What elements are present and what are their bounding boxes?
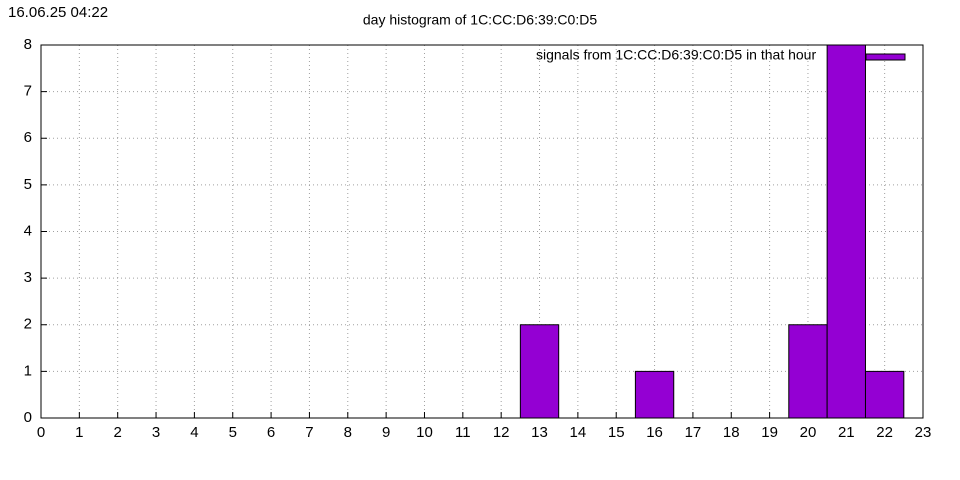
y-tick-label: 6	[24, 129, 32, 146]
bar	[634, 370, 675, 419]
x-tick-label: 2	[114, 424, 122, 441]
x-tick-label: 5	[229, 424, 237, 441]
legend-label: signals from 1C:CC:D6:39:C0:D5 in that h…	[536, 47, 816, 63]
x-tick-label: 16	[646, 424, 663, 441]
x-tick-label: 23	[915, 424, 932, 441]
y-tick-label: 3	[24, 269, 32, 286]
x-tick-label: 6	[267, 424, 275, 441]
x-tick-label: 22	[876, 424, 893, 441]
x-tick-label: 3	[152, 424, 160, 441]
y-tick-label: 8	[24, 36, 32, 53]
x-tick-label: 20	[800, 424, 817, 441]
timestamp: 16.06.25 04:22	[8, 4, 108, 21]
x-tick-label: 10	[416, 424, 433, 441]
y-tick-label: 1	[24, 362, 32, 379]
chart-title: day histogram of 1C:CC:D6:39:C0:D5	[363, 12, 597, 28]
x-tick-label: 1	[75, 424, 83, 441]
bar	[864, 370, 905, 419]
x-tick-label: 9	[382, 424, 390, 441]
legend-swatch	[865, 53, 906, 61]
y-tick-label: 7	[24, 83, 32, 100]
x-tick-label: 12	[493, 424, 510, 441]
y-tick-label: 5	[24, 176, 32, 193]
x-tick-label: 18	[723, 424, 740, 441]
x-tick-label: 11	[455, 424, 471, 441]
x-tick-label: 7	[305, 424, 313, 441]
plot-border	[40, 44, 924, 419]
x-tick-label: 19	[761, 424, 778, 441]
bar	[519, 324, 560, 419]
y-tick-label: 4	[24, 222, 32, 239]
x-tick-label: 4	[190, 424, 198, 441]
y-tick-label: 0	[24, 409, 32, 426]
x-tick-label: 15	[608, 424, 625, 441]
x-tick-label: 13	[531, 424, 548, 441]
x-tick-label: 8	[344, 424, 352, 441]
x-tick-label: 0	[37, 424, 45, 441]
x-tick-label: 14	[570, 424, 587, 441]
x-tick-label: 21	[838, 424, 855, 441]
bar	[788, 324, 828, 419]
y-tick-label: 2	[24, 316, 32, 333]
x-tick-label: 17	[685, 424, 702, 441]
bar	[826, 44, 866, 419]
